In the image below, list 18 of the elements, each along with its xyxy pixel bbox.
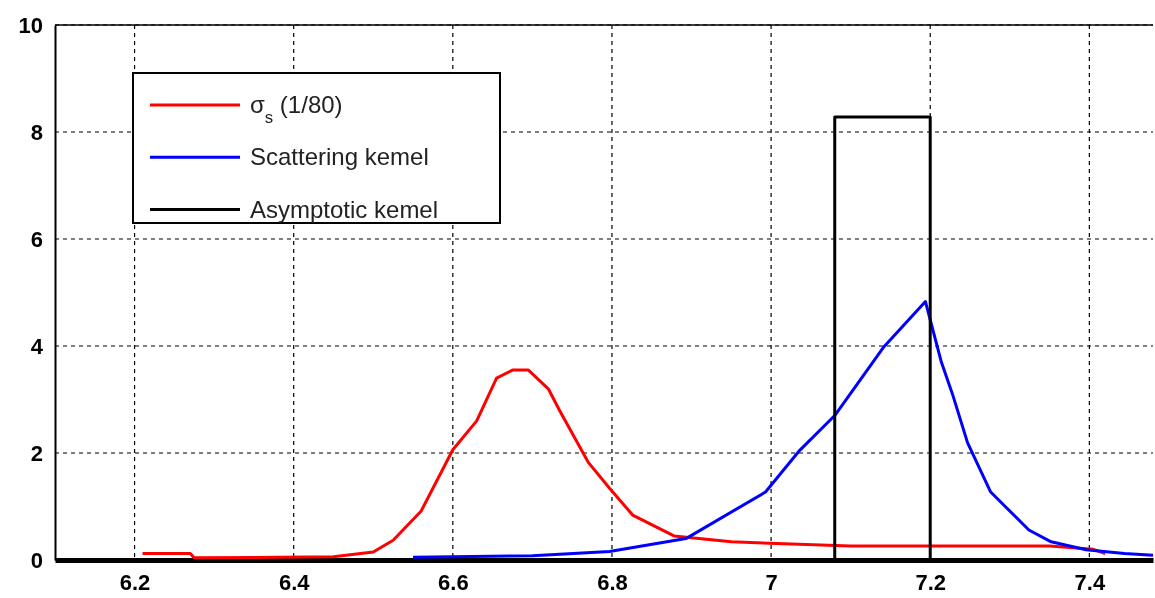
legend-label: Scattering kemel: [250, 143, 429, 171]
x-tick-label: 6.2: [119, 569, 151, 595]
line-series: [411, 300, 1155, 559]
y-tick-label: 6: [30, 226, 43, 252]
legend-label: σ$_{s}$ (1/80): [250, 91, 343, 127]
x-tick-label: 6.6: [438, 569, 469, 595]
x-tick-label: 7: [765, 569, 778, 595]
legend-label: Asymptotic kemel: [250, 195, 439, 223]
y-tick-label: 4: [30, 333, 44, 359]
x-tick-label: 6.4: [278, 569, 311, 595]
y-tick-label: 0: [30, 547, 43, 573]
x-tick-label: 6.8: [597, 569, 628, 595]
x-tick-label: 7.2: [915, 569, 947, 595]
y-tick-label: 2: [30, 440, 43, 466]
y-tick-label: 8: [30, 119, 43, 145]
line-series: [141, 368, 1107, 560]
y-tick-label: 10: [18, 12, 43, 38]
x-tick-label: 7.4: [1074, 569, 1106, 595]
